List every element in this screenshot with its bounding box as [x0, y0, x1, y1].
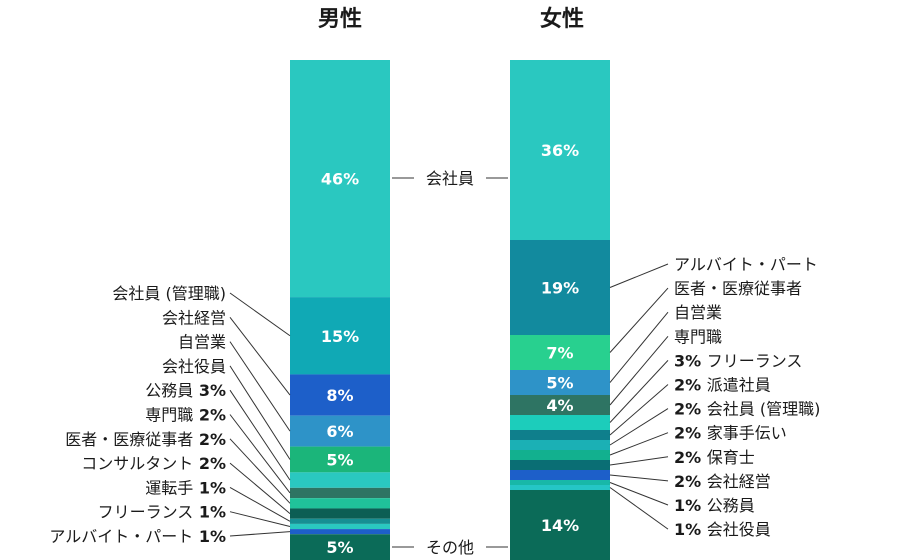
- bar-segment: [290, 498, 390, 509]
- side-category-label: 2% 保育士: [674, 448, 755, 467]
- leader-line: [609, 456, 669, 466]
- leader-line: [229, 389, 291, 481]
- leader-line: [229, 511, 291, 527]
- leader-line: [609, 335, 669, 406]
- bar-segment: [290, 487, 390, 499]
- male-column-title: 男性: [318, 7, 362, 32]
- leader-line: [229, 438, 291, 504]
- side-category-label: 1% 会社役員: [674, 520, 771, 539]
- center-category-label: その他: [426, 538, 474, 557]
- segment-value-label: 14%: [541, 516, 579, 535]
- bar-segment: [290, 297, 390, 375]
- side-category-label: 自営業: [674, 303, 722, 322]
- side-category-label: 運転手 1%: [145, 478, 226, 497]
- bar-segment: [510, 370, 610, 395]
- side-category-label: 会社役員: [162, 357, 226, 376]
- bar-segment: [290, 415, 390, 447]
- bar-segment: [510, 470, 610, 480]
- bar-segment: [510, 335, 610, 370]
- side-category-label: コンサルタント 2%: [81, 454, 226, 473]
- side-category-label: 会社員 (管理職): [112, 284, 226, 303]
- segment-value-label: 8%: [326, 386, 353, 405]
- segment-value-label: 5%: [326, 538, 353, 557]
- leader-line: [229, 486, 291, 522]
- side-category-label: 2% 会社経営: [674, 472, 771, 491]
- leader-line: [229, 414, 291, 494]
- leader-line: [609, 384, 669, 436]
- segment-value-label: 7%: [546, 344, 573, 363]
- side-category-label: 専門職: [674, 327, 722, 346]
- bar-segment: [510, 415, 610, 430]
- bar-segment: [290, 446, 390, 473]
- bar-segment: [290, 518, 390, 524]
- leader-line: [609, 482, 669, 506]
- leader-line: [609, 287, 669, 353]
- side-category-label: 2% 会社員 (管理職): [674, 400, 820, 419]
- bar-segment: [290, 472, 390, 488]
- bar-segment: [510, 490, 610, 560]
- center-category-label: 会社員: [426, 169, 474, 188]
- segment-value-label: 5%: [546, 374, 573, 393]
- bar-segment: [510, 440, 610, 450]
- female-column-title: 女性: [540, 6, 584, 32]
- segment-value-label: 5%: [326, 450, 353, 469]
- side-category-label: 医者・医療従事者: [674, 279, 802, 298]
- leader-line: [229, 292, 291, 337]
- leader-line: [609, 360, 669, 423]
- segment-value-label: 46%: [321, 170, 359, 189]
- leader-line: [229, 316, 291, 396]
- bar-segment: [510, 480, 610, 485]
- bar-segment: [290, 523, 390, 530]
- side-category-label: 自営業: [178, 333, 226, 352]
- leader-line: [609, 263, 669, 288]
- leader-line: [229, 341, 291, 432]
- segment-value-label: 36%: [541, 141, 579, 160]
- segment-value-label: 19%: [541, 279, 579, 298]
- bar-segment: [290, 534, 390, 560]
- side-category-label: アルバイト・パート 1%: [49, 527, 226, 546]
- side-category-label: 会社経営: [162, 308, 226, 327]
- segment-value-label: 6%: [326, 422, 353, 441]
- leader-line: [229, 365, 291, 460]
- side-category-label: 専門職 2%: [145, 406, 226, 425]
- bar-segment: [510, 460, 610, 470]
- leader-line: [229, 531, 291, 537]
- bar-segment: [510, 450, 610, 460]
- bar-segment: [510, 395, 610, 415]
- side-category-label: 2% 派遣社員: [674, 376, 771, 395]
- bar-segment: [510, 430, 610, 440]
- leader-line: [609, 311, 669, 383]
- side-category-label: 3% フリーランス: [674, 351, 802, 370]
- bar-segment: [290, 374, 390, 416]
- side-category-label: 1% 公務員: [674, 496, 755, 515]
- side-category-label: アルバイト・パート: [674, 255, 818, 274]
- side-category-label: 公務員 3%: [145, 381, 226, 400]
- leader-line: [229, 462, 291, 514]
- leader-line: [609, 487, 669, 530]
- segment-value-label: 4%: [546, 396, 573, 415]
- segment-value-label: 15%: [321, 327, 359, 346]
- side-category-label: 医者・医療従事者 2%: [65, 430, 226, 449]
- leader-line: [609, 408, 669, 446]
- bar-segment: [290, 508, 390, 519]
- leader-line: [609, 474, 669, 482]
- bar-segment: [290, 60, 390, 298]
- bar-stacks: 46% 15% 8% 6% 5% 5% 36% 19% 7% 5% 4% 14%: [290, 60, 610, 560]
- side-category-label: フリーランス 1%: [98, 503, 226, 522]
- bar-segment: [510, 60, 610, 240]
- side-category-label: 2% 家事手伝い: [674, 424, 787, 443]
- leader-line: [609, 432, 669, 456]
- bar-segment: [290, 529, 390, 535]
- bar-segment: [510, 485, 610, 490]
- bar-segment: [510, 240, 610, 335]
